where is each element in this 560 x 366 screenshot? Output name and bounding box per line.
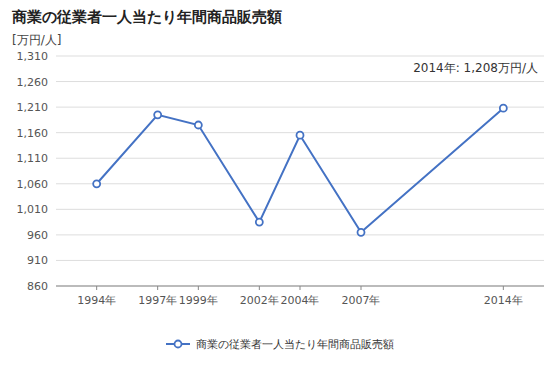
grid-line xyxy=(56,107,544,108)
y-axis: 860 910 960 1,010 1,060 1,110 1,160 1,210 1,260 1… xyxy=(17,50,545,293)
y-tick-label: 1,260 xyxy=(17,76,49,89)
x-tick xyxy=(157,286,158,290)
x-tick xyxy=(259,286,260,290)
x-axis: 1994年 1997年1999年 2002年2004年 2007年 2014年 xyxy=(77,286,523,307)
marker xyxy=(500,105,507,112)
x-tick-label: 2007年 xyxy=(342,294,381,307)
x-tick xyxy=(198,286,199,290)
x-tick xyxy=(361,286,362,290)
x-tick-label: 1997年 xyxy=(138,294,177,307)
marker xyxy=(256,219,263,226)
legend-label: 商業の従業者一人当たり年間商品販売額 xyxy=(196,338,394,351)
grid-line xyxy=(56,81,544,82)
grid-line xyxy=(56,158,544,159)
plot-data xyxy=(93,105,507,236)
annotation: 2014年: 1,208万円/人 xyxy=(413,61,538,75)
legend: 商業の従業者一人当たり年間商品販売額 xyxy=(166,338,394,351)
marker xyxy=(195,122,202,129)
x-tick xyxy=(300,286,301,290)
y-tick-label: 1,160 xyxy=(17,127,49,140)
marker xyxy=(358,229,365,236)
x-tick-label: 2014年 xyxy=(484,294,523,307)
grid-line xyxy=(56,234,544,235)
x-tick-label: 1999年 xyxy=(179,294,218,307)
grid-line xyxy=(56,260,544,261)
line xyxy=(97,108,504,232)
chart: 商業の従業者一人当たり年間商品販売額 [万円/人] 860 910 960 1,010 1,… xyxy=(0,0,560,366)
marker xyxy=(154,111,161,118)
y-tick-label: 1,110 xyxy=(17,152,49,165)
title: 商業の従業者一人当たり年間商品販売額 xyxy=(11,8,282,26)
grid-line xyxy=(56,183,544,184)
x-tick-label: 2002年 xyxy=(240,294,279,307)
grid-line xyxy=(56,209,544,210)
x-tick xyxy=(96,286,97,290)
x-tick-label: 1994年 xyxy=(77,294,116,307)
x-tick xyxy=(503,286,504,290)
y-tick-label: 1,210 xyxy=(17,101,49,114)
y-tick-label: 960 xyxy=(27,229,48,242)
marker xyxy=(297,132,304,139)
y-tick-label: 1,010 xyxy=(17,203,49,216)
y-tick-label: 910 xyxy=(27,254,48,267)
y-tick-label: 860 xyxy=(27,280,48,293)
y-label: [万円/人] xyxy=(12,33,61,47)
x-tick-label: 2004年 xyxy=(281,294,320,307)
y-tick-label: 1,310 xyxy=(17,50,49,63)
marker xyxy=(93,180,100,187)
y-tick-label: 1,060 xyxy=(17,178,49,191)
legend-marker xyxy=(175,341,182,348)
grid-line xyxy=(56,56,544,57)
